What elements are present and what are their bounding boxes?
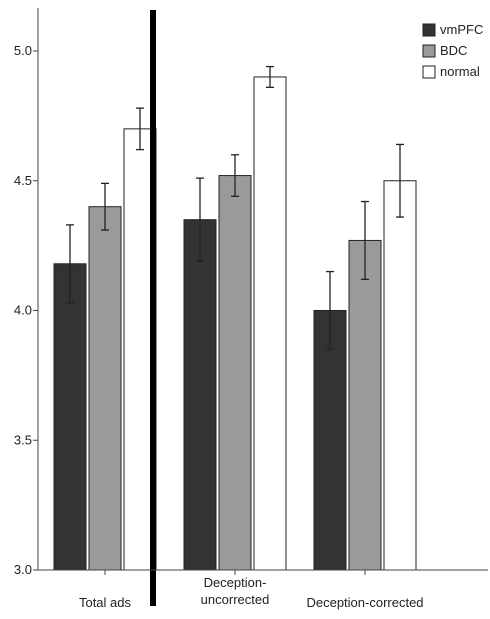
legend-label-BDC: BDC <box>440 43 467 58</box>
y-tick-label: 3.0 <box>14 562 32 577</box>
x-category-label: Deception-uncorrected <box>201 575 270 607</box>
legend-swatch-vmPFC <box>422 23 436 37</box>
error-bar-BDC-2 <box>361 200 369 281</box>
error-bar-vmPFC-0 <box>66 224 74 304</box>
y-tick-label: 3.5 <box>14 432 32 447</box>
error-bar-BDC-0 <box>101 182 109 231</box>
legend-swatch-BDC <box>422 44 436 58</box>
legend-label-vmPFC: vmPFC <box>440 22 483 37</box>
legend: vmPFC BDC normal <box>422 22 483 79</box>
y-tick-label: 4.5 <box>14 173 32 188</box>
x-axis: Total ads Deception-uncorrected Deception-… <box>38 569 488 610</box>
bar-BDC-0 <box>88 206 122 571</box>
x-category-label: Total ads <box>79 595 132 610</box>
error-bar-normal-2 <box>396 143 404 218</box>
bar-vmPFC-1 <box>183 219 217 571</box>
bar-normal-1 <box>253 76 287 571</box>
bar-normal-2 <box>383 180 417 571</box>
y-tick-label: 4.0 <box>14 303 32 318</box>
y-tick-label: 5.0 <box>14 43 32 58</box>
plot-area <box>53 10 417 606</box>
error-bar-BDC-1 <box>231 154 239 197</box>
bar-BDC-2 <box>348 239 382 571</box>
legend-swatch-normal <box>422 65 436 79</box>
bar-BDC-1 <box>218 175 252 571</box>
bar-vmPFC-0 <box>53 263 87 571</box>
error-bar-vmPFC-1 <box>196 177 204 262</box>
error-bar-normal-0 <box>136 107 144 151</box>
error-bar-vmPFC-2 <box>326 270 334 351</box>
x-category-label: Deception-corrected <box>306 595 423 610</box>
error-bar-normal-1 <box>266 65 274 88</box>
y-axis: 3.0 3.5 4.0 4.5 5.0 <box>14 8 39 577</box>
legend-label-normal: normal <box>440 64 480 79</box>
